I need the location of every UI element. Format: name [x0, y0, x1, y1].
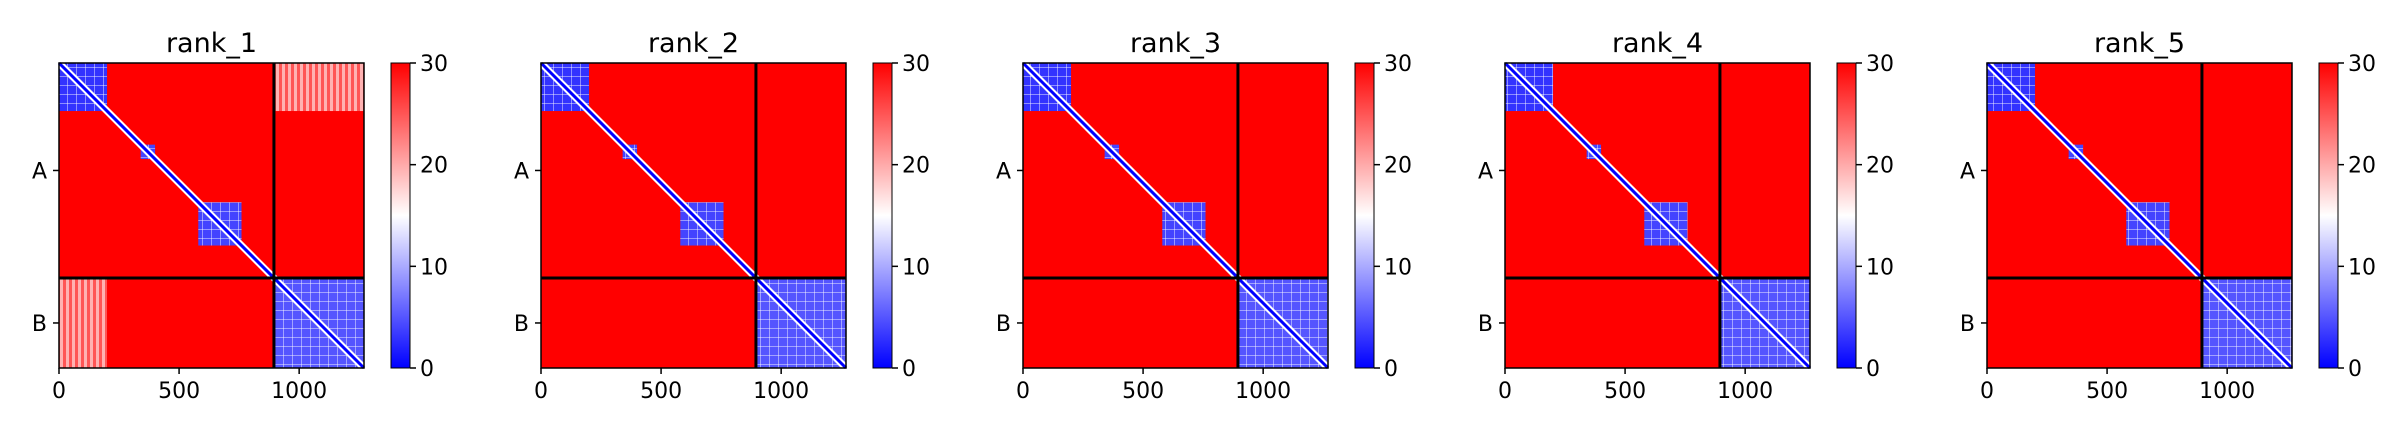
colorbar-tick-label: 20	[1866, 154, 1894, 179]
x-tick-label: 0	[1980, 379, 1994, 404]
diagonal-line	[1503, 61, 1812, 370]
heatmap-frame	[540, 62, 847, 369]
chain-label: B	[996, 312, 1011, 337]
colorbar-tick-label: 10	[1384, 255, 1412, 280]
colorbar-tick-label: 0	[2348, 357, 2362, 382]
x-tick-label: 500	[1122, 379, 1164, 404]
chain-label: A	[996, 159, 1011, 184]
colorbar-tick-label: 30	[420, 52, 448, 77]
colorbar-tick-label: 30	[902, 52, 930, 77]
chain-label: A	[1478, 159, 1493, 184]
heatmap-frame	[1986, 62, 2293, 369]
heatmap-panel-4: rank_4 0 500 1000 A B 0 10 20 30	[1478, 28, 1894, 404]
colorbar-tick-label: 30	[2348, 52, 2376, 77]
diagonal-line	[1985, 61, 2294, 370]
heatmap-panel-2: rank_2 0 500 1000 A B 0 10 20 30	[514, 28, 930, 404]
x-tick-label: 0	[52, 379, 66, 404]
colorbar: 0 10 20 30	[390, 52, 448, 382]
x-tick-label: 1000	[1717, 379, 1773, 404]
x-tick-label: 1000	[1235, 379, 1291, 404]
colorbar: 0 10 20 30	[2318, 52, 2376, 382]
colorbar-scale	[872, 62, 893, 369]
x-tick-label: 0	[1016, 379, 1030, 404]
chain-label: A	[514, 159, 529, 184]
colorbar: 0 10 20 30	[1354, 52, 1412, 382]
chain-label: B	[32, 312, 47, 337]
heatmap-patch-texture	[59, 279, 108, 368]
colorbar-tick-label: 10	[2348, 255, 2376, 280]
colorbar-tick-label: 30	[1866, 52, 1894, 77]
heatmap-patch-texture	[275, 63, 364, 112]
x-tick-label: 500	[640, 379, 682, 404]
heatmap-panel-3: rank_3 0 500 1000 A B 0 10 20 30	[996, 28, 1412, 404]
heatmap-panel-1: rank_1 0 500 1000 A B 0 10 20 30	[32, 28, 448, 404]
chain-label: B	[1960, 312, 1975, 337]
chain-label: B	[1478, 312, 1493, 337]
x-tick-label: 1000	[2199, 379, 2255, 404]
x-tick-label: 1000	[271, 379, 327, 404]
colorbar-tick-label: 0	[420, 357, 434, 382]
heatmap-frame	[1504, 62, 1811, 369]
chain-label: A	[32, 159, 47, 184]
colorbar-tick-label: 0	[1384, 357, 1398, 382]
colorbar: 0 10 20 30	[872, 52, 930, 382]
colorbar-tick-label: 20	[902, 154, 930, 179]
colorbar-tick-label: 0	[902, 357, 916, 382]
heatmap-frame	[1022, 62, 1329, 369]
x-tick-label: 0	[534, 379, 548, 404]
panel-title: rank_4	[1612, 28, 1703, 59]
colorbar-scale	[1354, 62, 1375, 369]
heatmap-frame	[58, 62, 365, 369]
colorbar-tick-label: 0	[1866, 357, 1880, 382]
diagonal-line	[1021, 61, 1330, 370]
colorbar: 0 10 20 30	[1836, 52, 1894, 382]
colorbar-tick-label: 30	[1384, 52, 1412, 77]
heatmap-panel-5: rank_5 0 500 1000 A B 0 10 20 30	[1960, 28, 2376, 404]
x-tick-label: 500	[1604, 379, 1646, 404]
x-tick-label: 1000	[753, 379, 809, 404]
panel-title: rank_5	[2094, 28, 2185, 59]
colorbar-scale	[390, 62, 411, 369]
colorbar-tick-label: 10	[1866, 255, 1894, 280]
colorbar-tick-label: 10	[420, 255, 448, 280]
panel-title: rank_3	[1130, 28, 1221, 59]
colorbar-tick-label: 10	[902, 255, 930, 280]
x-tick-label: 500	[158, 379, 200, 404]
colorbar-tick-label: 20	[2348, 154, 2376, 179]
chain-label: B	[514, 312, 529, 337]
x-tick-label: 500	[2086, 379, 2128, 404]
colorbar-tick-label: 20	[1384, 154, 1412, 179]
x-tick-label: 0	[1498, 379, 1512, 404]
colorbar-scale	[1836, 62, 1857, 369]
colorbar-scale	[2318, 62, 2339, 369]
chain-label: A	[1960, 159, 1975, 184]
panel-title: rank_1	[166, 28, 257, 59]
panel-title: rank_2	[648, 28, 739, 59]
diagonal-line	[539, 61, 848, 370]
colorbar-tick-label: 20	[420, 154, 448, 179]
diagonal-line	[57, 61, 366, 370]
